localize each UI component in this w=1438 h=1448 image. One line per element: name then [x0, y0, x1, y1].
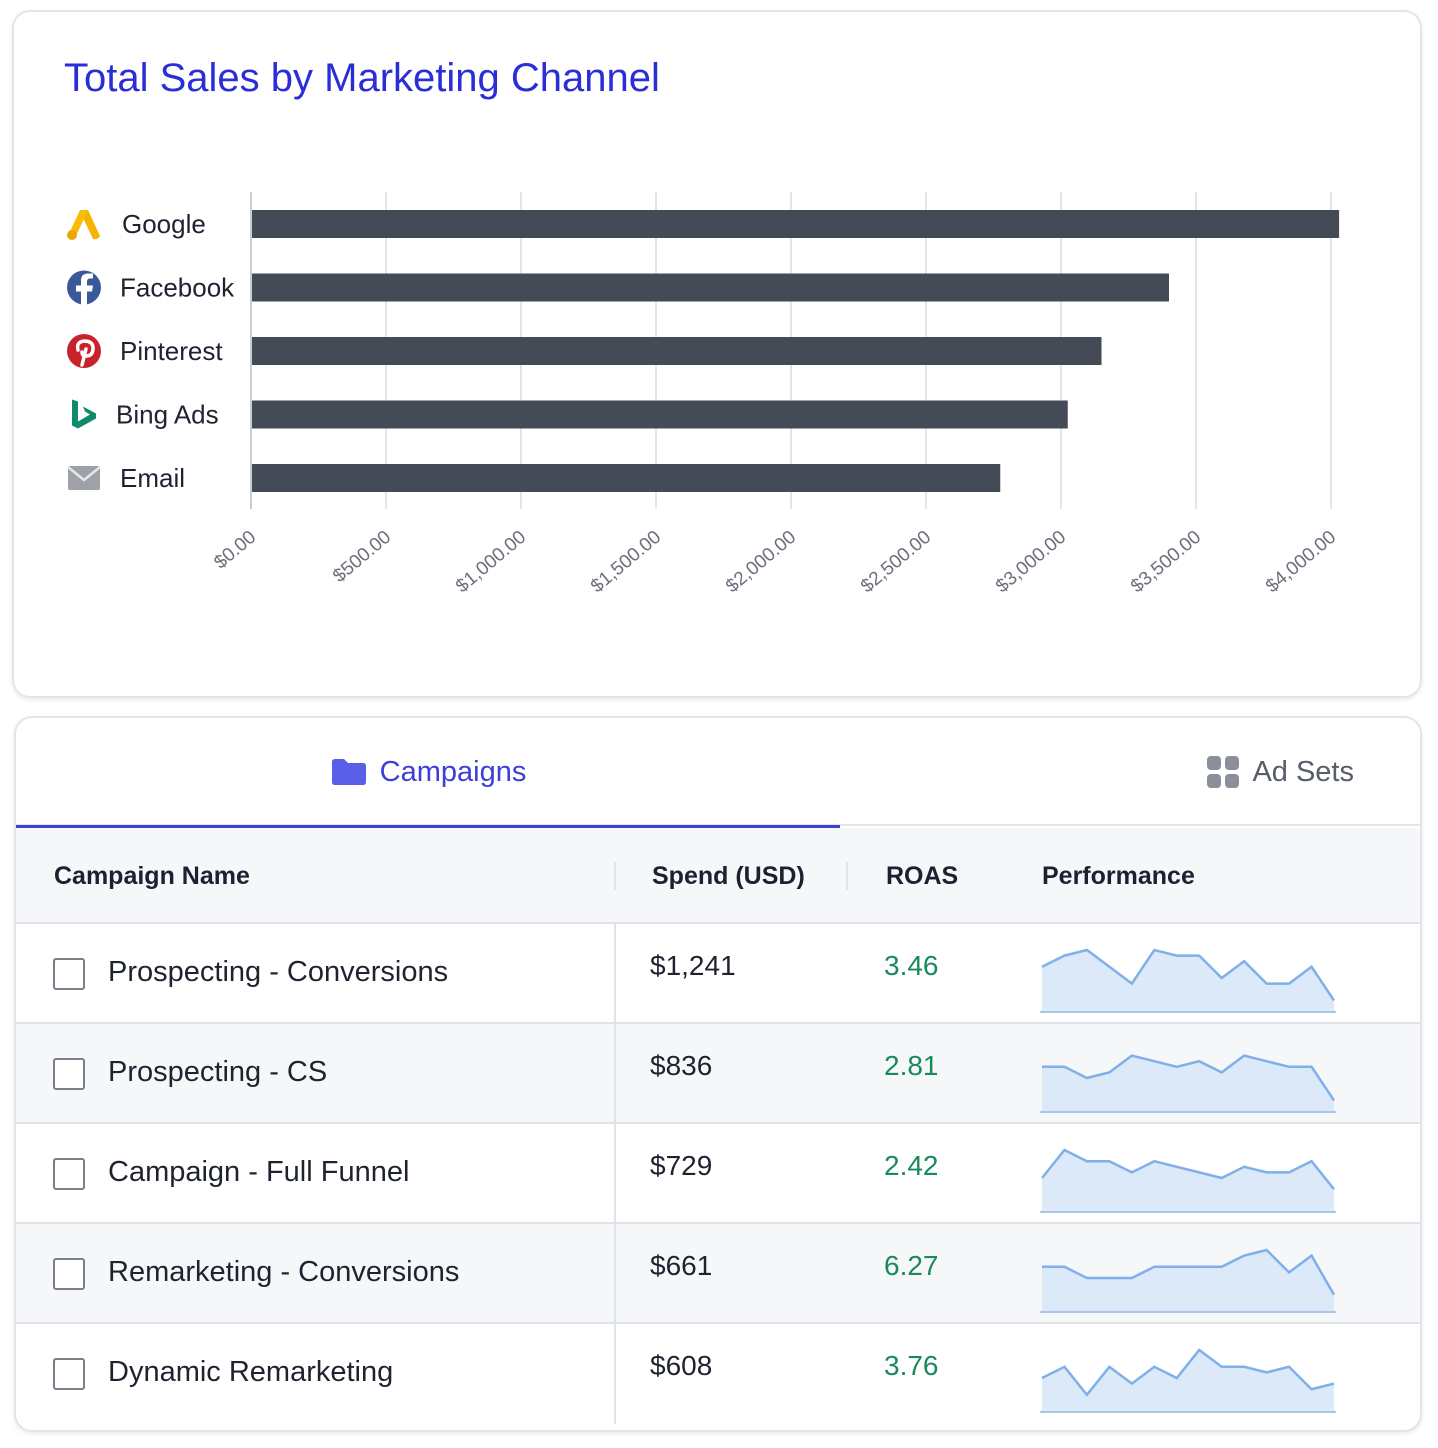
sparkline-area — [1042, 1150, 1334, 1212]
campaign-name: Prospecting - CS — [108, 1056, 328, 1088]
performance-sparkline — [1040, 1348, 1336, 1413]
campaign-spend: $608 — [650, 1350, 713, 1381]
campaign-name: Campaign - Full Funnel — [108, 1156, 410, 1188]
sparkline-line — [1041, 1148, 1335, 1190]
table-row[interactable]: Prospecting - Conversions $1,241 3.46 — [16, 924, 1420, 1024]
x-tick-label: $2,500.00 — [857, 527, 935, 597]
x-tick-label: $4,000.00 — [1262, 527, 1340, 597]
x-tick-label: $3,500.00 — [1127, 527, 1205, 597]
column-separator — [614, 862, 616, 890]
column-header-roas[interactable]: ROAS — [886, 861, 959, 890]
category-label: Google — [122, 209, 206, 239]
table-row[interactable]: Campaign - Full Funnel $729 2.42 — [16, 1124, 1420, 1224]
sparkline-area — [1042, 1350, 1334, 1412]
column-divider — [614, 924, 616, 1022]
x-tick-label: $0.00 — [210, 527, 260, 574]
column-header-spend[interactable]: Spend (USD) — [652, 861, 805, 890]
sparkline-line — [1042, 1054, 1336, 1102]
sparkline-line — [1041, 1348, 1335, 1397]
column-divider — [614, 1224, 616, 1322]
tab-ad-sets[interactable]: Ad Sets — [1206, 718, 1354, 826]
bing-icon — [72, 399, 96, 429]
sparkline-area — [1042, 950, 1334, 1012]
column-divider — [614, 1324, 616, 1424]
campaign-table-body: Prospecting - Conversions $1,241 3.46 Pr… — [16, 924, 1420, 1424]
x-tick-label: $1,000.00 — [452, 527, 530, 597]
campaign-spend: $836 — [650, 1050, 713, 1081]
folder-icon — [330, 757, 368, 787]
tab-campaigns-label: Campaigns — [379, 755, 527, 788]
column-separator — [846, 862, 848, 890]
row-checkbox[interactable] — [53, 1358, 85, 1390]
email-icon — [67, 466, 101, 490]
x-tick-label: $3,000.00 — [992, 527, 1070, 597]
sales-bar-chart: $0.00 $500.00 $1,000.00 $1,500.00 $2,000.00 $… — [67, 192, 1340, 597]
sparkline-area — [1042, 1250, 1334, 1312]
campaign-roas: 2.42 — [884, 1150, 939, 1181]
table-row[interactable]: Prospecting - CS $836 2.81 — [16, 1024, 1420, 1124]
campaign-roas: 3.46 — [884, 950, 939, 981]
campaign-name: Dynamic Remarketing — [108, 1356, 394, 1388]
performance-sparkline — [1040, 1148, 1336, 1213]
row-checkbox[interactable] — [53, 1258, 85, 1290]
campaign-spend: $1,241 — [650, 950, 736, 981]
bar — [252, 210, 1340, 238]
pinterest-icon — [67, 334, 101, 368]
chart-title: Total Sales by Marketing Channel — [64, 56, 660, 100]
campaign-spend: $729 — [650, 1150, 713, 1181]
category-label: Bing Ads — [116, 400, 219, 430]
campaign-name: Remarketing - Conversions — [108, 1256, 460, 1288]
performance-sparkline — [1040, 1054, 1336, 1113]
performance-sparkline — [1040, 1248, 1336, 1313]
column-divider — [614, 1124, 616, 1222]
performance-sparkline — [1040, 948, 1336, 1013]
table-row[interactable]: Remarketing - Conversions $661 6.27 — [16, 1224, 1420, 1324]
table-header: Campaign Name Spend (USD) ROAS Performan… — [16, 828, 1420, 924]
category-label: Email — [120, 463, 185, 493]
table-row[interactable]: Dynamic Remarketing $608 3.76 — [16, 1324, 1420, 1424]
bar — [252, 400, 1068, 429]
sparkline-line — [1042, 1248, 1336, 1296]
sparkline-line — [1041, 948, 1336, 1002]
x-tick-label: $2,000.00 — [722, 527, 800, 597]
bar — [252, 337, 1102, 365]
column-divider — [614, 1024, 616, 1122]
campaign-spend: $661 — [650, 1250, 713, 1281]
google-ads-icon — [67, 210, 100, 240]
campaign-roas: 3.76 — [884, 1350, 939, 1381]
campaign-roas: 2.81 — [884, 1050, 939, 1081]
category-label: Facebook — [120, 273, 235, 303]
tab-campaigns[interactable]: Campaigns — [16, 718, 840, 828]
bar — [252, 464, 1001, 492]
campaign-name: Prospecting - Conversions — [108, 956, 449, 988]
row-checkbox[interactable] — [53, 1158, 85, 1190]
bar — [252, 273, 1169, 302]
sales-chart-card: Total Sales by Marketing Channel $0.00 $5… — [12, 10, 1422, 698]
row-checkbox[interactable] — [53, 1058, 85, 1090]
facebook-icon — [67, 270, 101, 305]
campaign-roas: 6.27 — [884, 1250, 939, 1281]
x-tick-label: $500.00 — [329, 527, 395, 587]
column-header-campaign-name[interactable]: Campaign Name — [54, 861, 250, 890]
row-checkbox[interactable] — [53, 958, 85, 990]
column-header-performance[interactable]: Performance — [1042, 861, 1195, 890]
tab-ad-sets-label: Ad Sets — [1252, 755, 1354, 788]
category-label: Pinterest — [120, 336, 223, 366]
tab-bar: Campaigns Ad Sets — [16, 718, 1420, 828]
grid-icon — [1206, 755, 1240, 789]
x-tick-label: $1,500.00 — [587, 527, 665, 597]
campaigns-card: Campaigns Ad Sets Campaign Name Spend (U… — [14, 716, 1422, 1432]
